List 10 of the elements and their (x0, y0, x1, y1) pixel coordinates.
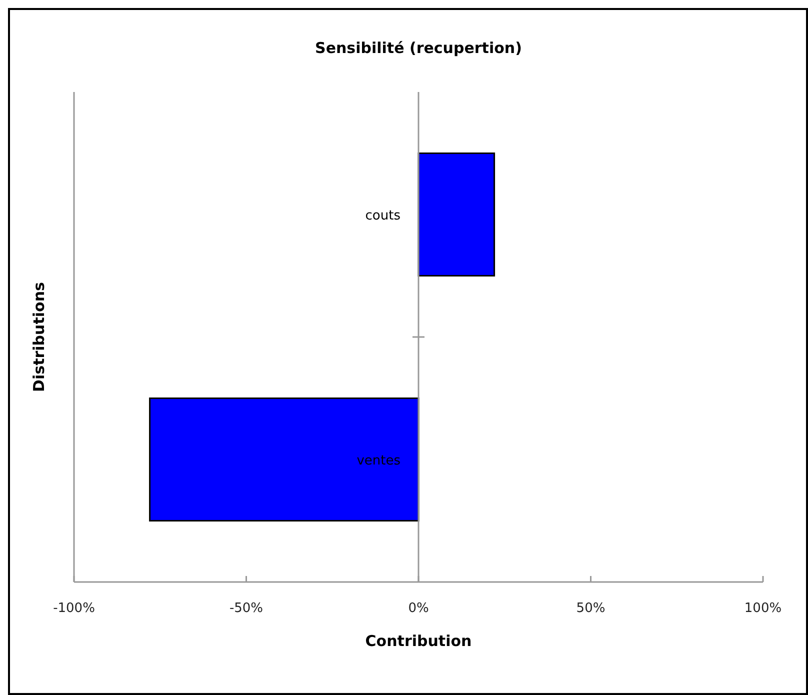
x-tick-label: -50% (229, 601, 264, 616)
y-axis-title: Distributions (30, 282, 48, 392)
chart-title: Sensibilité (recupertion) (315, 39, 522, 57)
x-tick-label: -100% (53, 601, 95, 616)
y-tick-label: ventes (356, 454, 401, 468)
x-tick-label: 50% (576, 601, 606, 616)
y-tick-label: couts (365, 208, 401, 224)
x-tick-label: 100% (744, 601, 782, 616)
x-tick-label: 0% (408, 601, 429, 616)
x-axis-title: Contribution (365, 632, 472, 650)
